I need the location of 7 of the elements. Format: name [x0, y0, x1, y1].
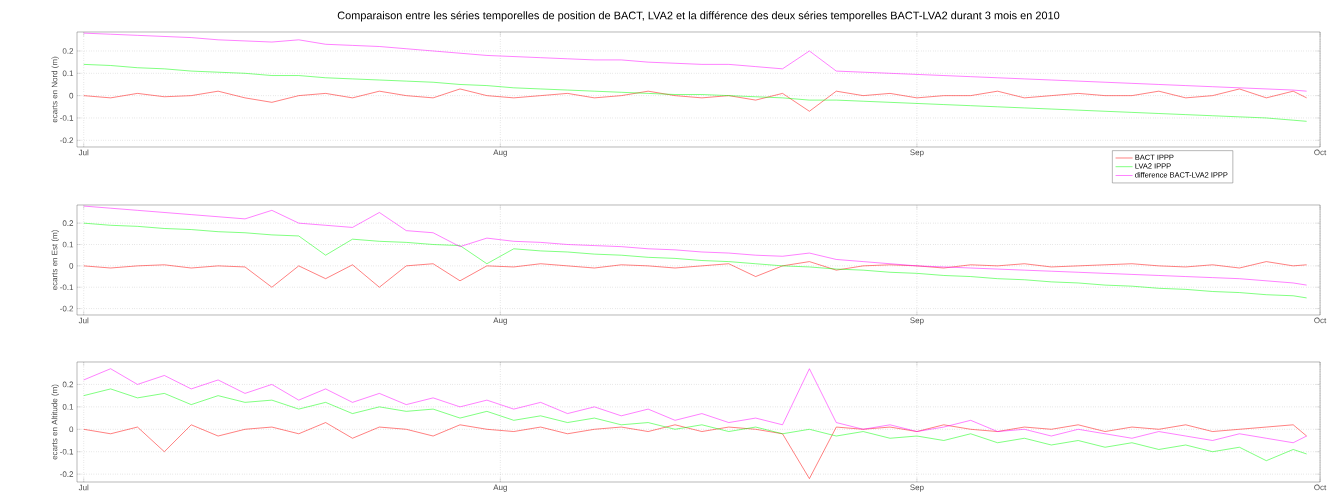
line-series — [83, 261, 1307, 288]
line-series — [83, 368, 1307, 443]
chart-title: Comparaison entre les séries temporelles de position de BACT, LVA2 et la différence des deux séries temporelles BACT-LVA2 durant 3 mois en 2010 — [337, 11, 1060, 22]
line-series — [83, 88, 1307, 112]
line-series — [83, 422, 1307, 479]
line-series — [83, 222, 1307, 299]
line-series — [83, 388, 1307, 461]
